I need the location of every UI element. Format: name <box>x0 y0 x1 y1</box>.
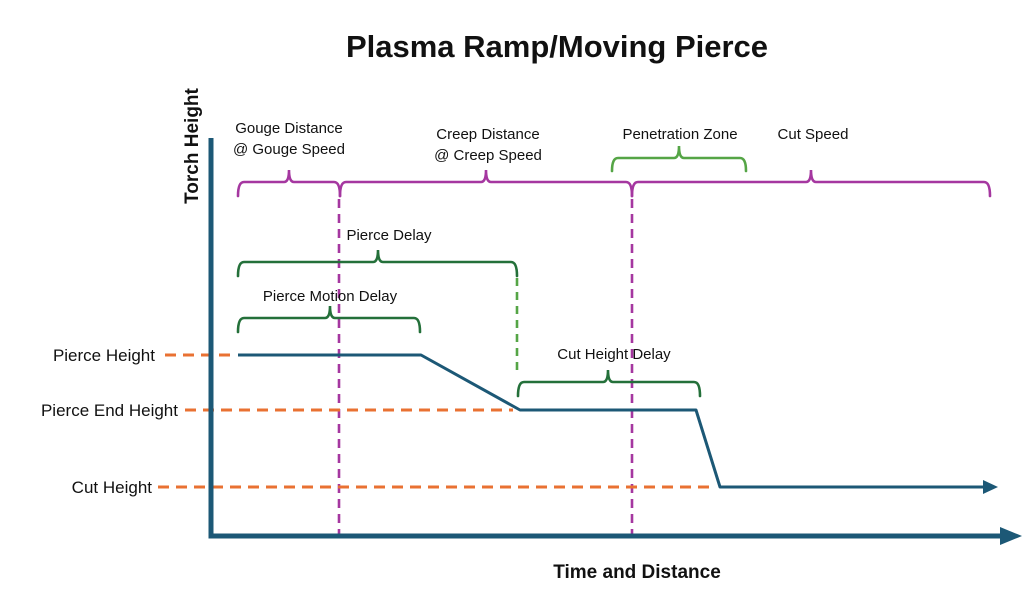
creep-distance-brace <box>338 169 634 198</box>
pierce-motion-delay-brace <box>236 305 422 334</box>
creep-distance-label-line1: Creep Distance <box>436 126 539 143</box>
y-axis-label: Torch Height <box>182 87 203 203</box>
cut-speed-label: Cut Speed <box>778 126 849 143</box>
penetration-zone-brace <box>610 145 748 173</box>
xy-axes <box>208 138 1003 539</box>
diagram-title: Plasma Ramp/Moving Pierce <box>346 29 768 64</box>
pierce-height-label: Pierce Height <box>53 346 155 365</box>
torch-height-profile-path <box>238 353 986 489</box>
cut-height-delay-label: Cut Height Delay <box>557 346 671 363</box>
gouge-distance-label-line1: Gouge Distance <box>235 120 343 137</box>
gouge-distance-label-line2: @ Gouge Speed <box>233 141 345 158</box>
x-axis-arrowhead-icon <box>1000 527 1022 545</box>
cut-height-label: Cut Height <box>72 478 153 497</box>
cut-height-delay-brace <box>516 369 702 398</box>
pierce-delay-brace <box>236 249 519 278</box>
penetration-zone-label: Penetration Zone <box>622 126 737 143</box>
profile-path-arrowhead-icon <box>983 480 998 494</box>
pierce-delay-label: Pierce Delay <box>346 227 432 244</box>
pierce-end-height-label: Pierce End Height <box>41 401 178 420</box>
gouge-distance-brace <box>236 169 342 198</box>
x-axis-label: Time and Distance <box>553 562 721 583</box>
pierce-motion-delay-label: Pierce Motion Delay <box>263 288 398 305</box>
creep-distance-label-line2: @ Creep Speed <box>434 147 542 164</box>
cut-speed-brace <box>630 169 992 198</box>
